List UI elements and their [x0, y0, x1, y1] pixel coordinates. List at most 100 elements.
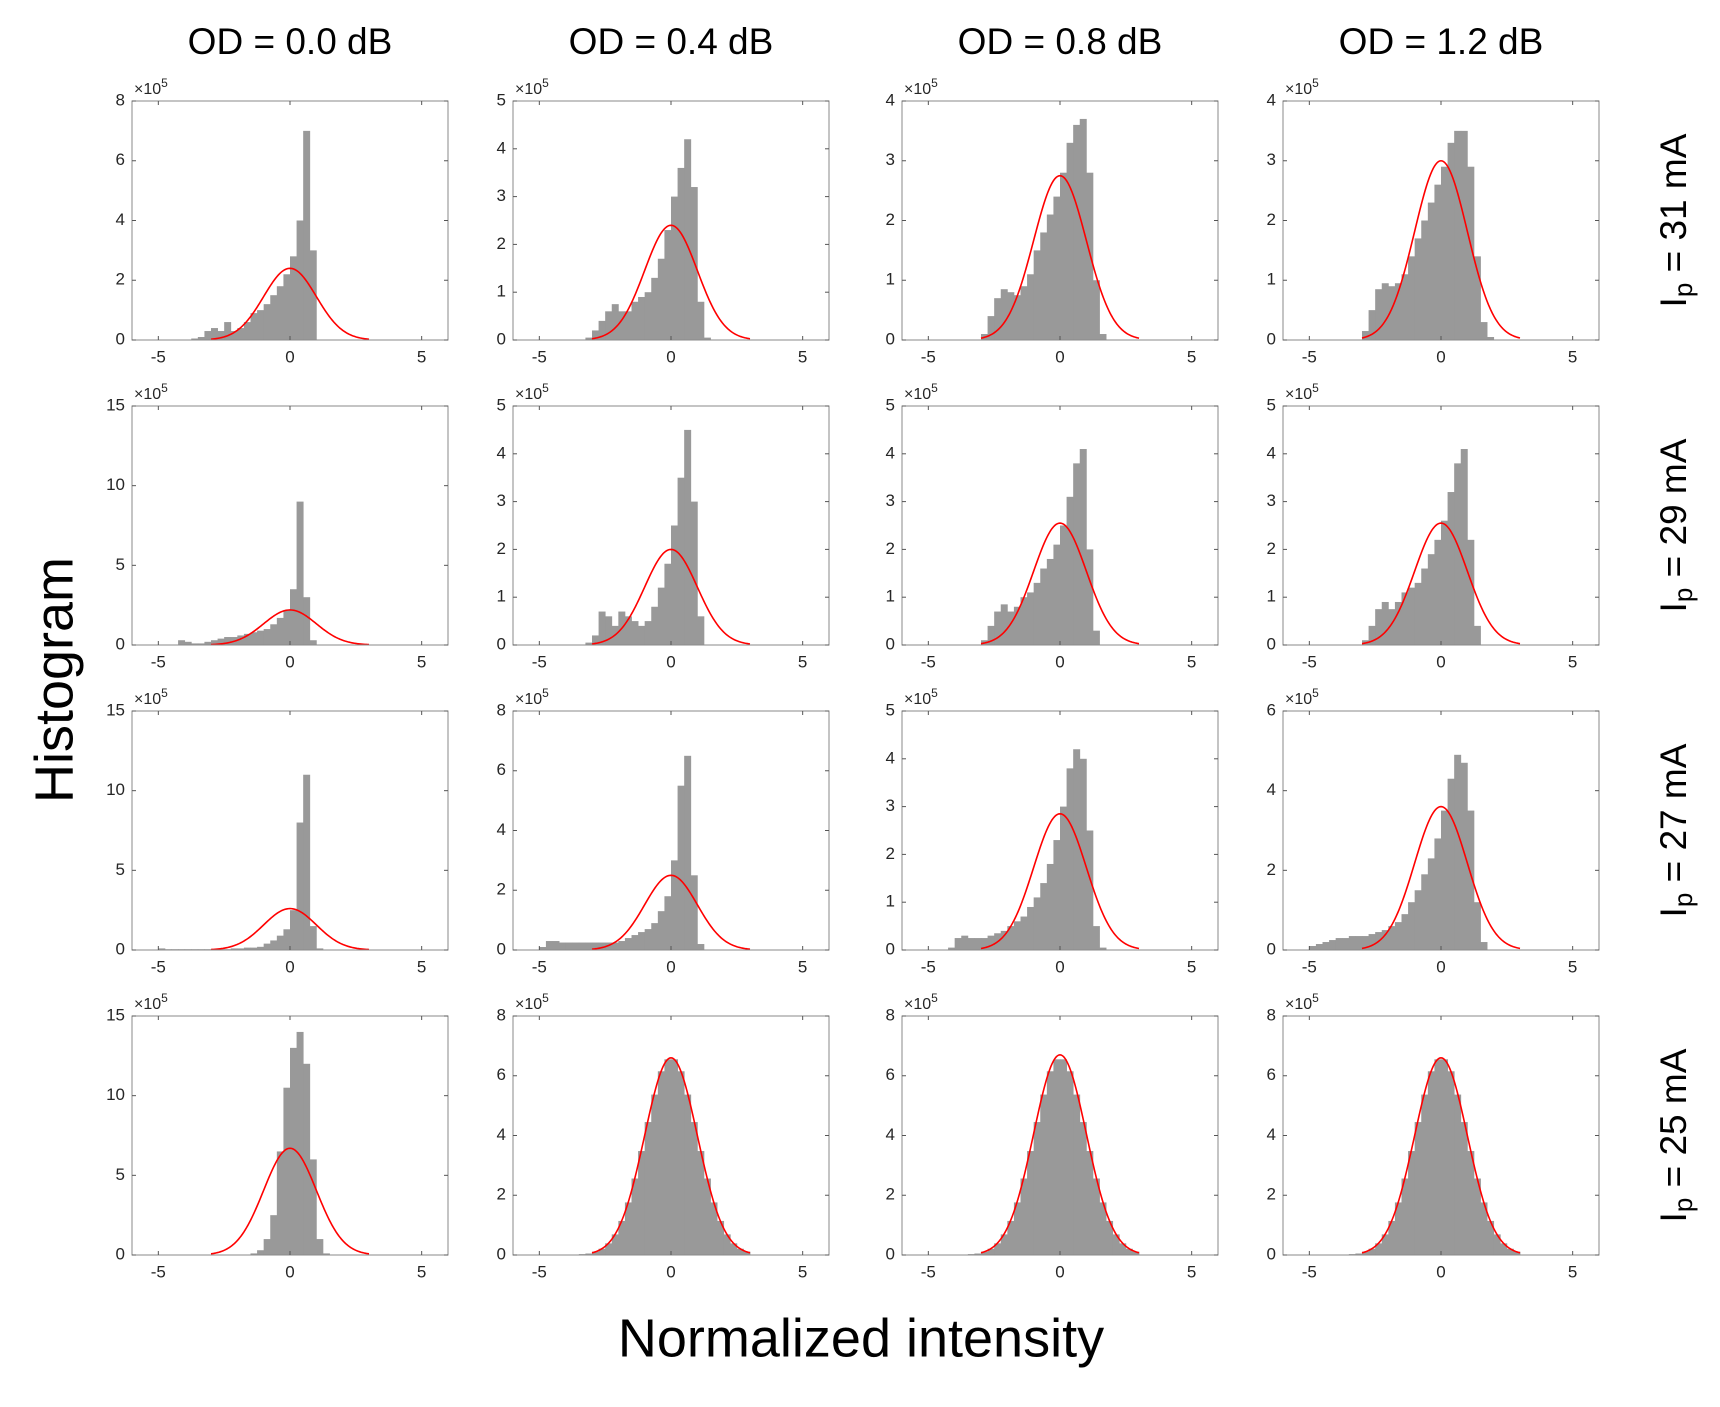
histogram-bar — [1060, 1059, 1067, 1255]
histogram-bar — [1388, 286, 1396, 340]
histogram-bar — [703, 337, 711, 340]
histogram-bar — [981, 938, 988, 950]
histogram-bar — [1119, 1243, 1127, 1255]
fit-curve — [210, 907, 370, 951]
histogram-bar — [1473, 625, 1481, 645]
histogram-bar — [1408, 587, 1416, 645]
x-tick-label: -5 — [1302, 1262, 1317, 1281]
y-multiplier-base: ×10 — [1285, 691, 1312, 708]
histogram-bar — [303, 1063, 311, 1255]
y-tick-label: 8 — [497, 700, 506, 719]
histogram-bar — [276, 1151, 284, 1255]
histogram-bar — [1106, 1220, 1114, 1255]
histogram-bar — [1066, 142, 1074, 340]
histogram-bar — [1421, 568, 1429, 645]
y-tick-label: 15 — [106, 395, 125, 414]
y-multiplier: ×105 — [904, 76, 938, 98]
histogram-bar — [237, 948, 245, 950]
x-tick-label: 5 — [1568, 652, 1577, 671]
row-label-main: I — [1653, 1212, 1694, 1222]
histogram-bar — [717, 1220, 725, 1255]
fit-curve — [210, 267, 370, 340]
histogram-bar — [1362, 936, 1369, 950]
y-multiplier-base: ×10 — [1285, 81, 1312, 98]
histogram-bar — [1454, 463, 1462, 645]
x-tick-label: 0 — [1055, 347, 1064, 366]
histogram-bar — [651, 277, 659, 340]
histogram-bar — [1092, 1178, 1100, 1255]
y-tick-label: 4 — [1267, 1125, 1276, 1144]
histogram-bar — [1414, 582, 1422, 645]
histogram-bar — [263, 943, 271, 950]
histogram-bar — [697, 1151, 705, 1255]
y-tick-label: 8 — [497, 1005, 506, 1024]
histogram-bar — [1447, 142, 1455, 340]
histogram-bar — [243, 322, 251, 340]
histogram-bar — [967, 938, 975, 950]
histogram-bar — [1408, 1151, 1416, 1255]
histogram-bar — [987, 935, 995, 950]
histogram-bar — [1388, 1220, 1396, 1255]
histogram-bar — [743, 1251, 751, 1255]
histogram-bar — [644, 1122, 652, 1255]
histogram-bar — [250, 947, 258, 950]
y-multiplier-base: ×10 — [515, 996, 542, 1013]
histogram-bar — [283, 274, 291, 340]
histogram-bar — [283, 929, 291, 950]
histogram-bar — [1040, 1094, 1048, 1255]
histogram-bar — [316, 948, 324, 950]
histogram-bar — [1427, 858, 1435, 950]
x-tick-label: 0 — [285, 1262, 294, 1281]
histogram-bar — [1046, 558, 1054, 645]
row-label: Ip = 29 mA — [1653, 438, 1698, 612]
histogram-bar — [664, 563, 672, 645]
histogram-bar — [1473, 256, 1481, 340]
histogram-bar — [257, 310, 265, 340]
y-tick-label: 6 — [116, 150, 125, 169]
histogram-bar — [703, 1178, 711, 1255]
histogram-bar — [671, 1059, 678, 1255]
y-tick-label: 1 — [497, 587, 506, 606]
histogram-bar — [211, 328, 218, 340]
histogram-bar — [690, 1122, 698, 1255]
x-tick-label: 0 — [666, 652, 675, 671]
histogram-bar — [671, 196, 678, 340]
y-multiplier-base: ×10 — [904, 81, 931, 98]
histogram-bar — [605, 1243, 613, 1255]
histogram-bar — [611, 942, 619, 950]
histogram-bar — [1447, 1071, 1455, 1255]
row-label: Ip = 27 mA — [1653, 743, 1698, 917]
histogram-bar — [1099, 947, 1107, 950]
histogram-bar — [1020, 1178, 1028, 1255]
y-tick-label: 2 — [1267, 539, 1276, 558]
histogram-bar — [309, 926, 317, 950]
histogram-bar — [1388, 609, 1396, 645]
histogram-bar — [296, 822, 304, 950]
histogram-bar — [1027, 592, 1035, 645]
histogram-bar — [651, 1094, 659, 1255]
histogram-bar — [598, 320, 606, 340]
x-tick-label: 5 — [798, 1262, 807, 1281]
y-multiplier-exponent: 5 — [161, 76, 168, 90]
y-multiplier-exponent: 5 — [1312, 381, 1319, 395]
histogram-bar — [1066, 768, 1074, 950]
histogram-bar — [1506, 1248, 1514, 1255]
y-tick-label: 4 — [886, 748, 895, 767]
histogram-bar — [1092, 926, 1100, 950]
histogram-bar — [1132, 1251, 1140, 1255]
histogram-bar — [631, 1178, 639, 1255]
y-tick-label: 5 — [886, 395, 895, 414]
y-tick-label: 3 — [497, 491, 506, 510]
y-multiplier-base: ×10 — [134, 386, 161, 403]
histogram-bar — [1060, 172, 1067, 340]
histogram-bar — [948, 947, 956, 950]
histogram-bar — [677, 167, 685, 340]
histogram-bar — [1434, 1059, 1442, 1255]
y-multiplier-base: ×10 — [1285, 996, 1312, 1013]
x-tick-label: -5 — [151, 957, 166, 976]
histogram-bar — [257, 630, 265, 645]
y-tick-label: 0 — [886, 939, 895, 958]
fit-curve — [1361, 805, 1521, 950]
y-multiplier: ×105 — [904, 381, 938, 403]
y-multiplier: ×105 — [515, 991, 549, 1013]
